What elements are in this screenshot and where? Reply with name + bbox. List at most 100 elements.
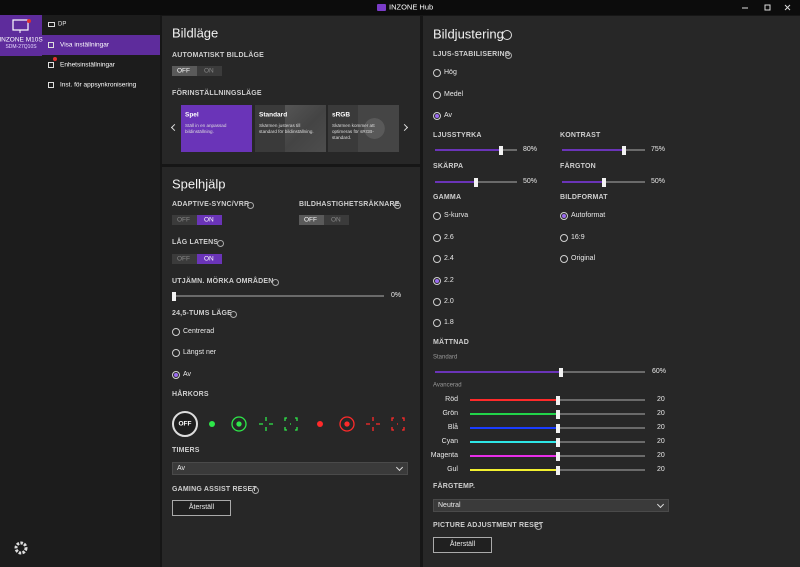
slider-value: 75%: [651, 145, 666, 153]
radio-label[interactable]: S-kurva: [444, 211, 469, 219]
preset-description: Ställ in en anpassad bildinställning.: [185, 123, 227, 134]
slider-thumb[interactable]: [555, 437, 560, 447]
toggle-off-label: OFF: [177, 67, 190, 75]
slider-fill: [435, 149, 501, 151]
radio-label[interactable]: Medel: [444, 90, 464, 98]
input-icon: [48, 22, 55, 27]
radio[interactable]: [172, 349, 180, 357]
button-label[interactable]: Återställ: [449, 540, 476, 548]
active-menu-highlight: [42, 35, 160, 55]
radio-label[interactable]: 2.0: [444, 297, 454, 305]
info-icon[interactable]: [394, 201, 401, 209]
toggle[interactable]: [172, 66, 222, 76]
dropdown[interactable]: [172, 462, 408, 475]
preset-description: Skärmen kommer att optimeras för sRGB-st…: [332, 123, 375, 140]
radio-label[interactable]: Hög: [444, 68, 457, 76]
radio-label[interactable]: 2.4: [444, 254, 454, 262]
slider-value: 20: [657, 451, 665, 459]
toggle-active: [299, 215, 324, 225]
setting-label: ADAPTIVE-SYNC/VRR: [172, 200, 250, 208]
radio-label[interactable]: Av: [183, 370, 192, 378]
dropdown[interactable]: [433, 499, 669, 512]
menu-item[interactable]: Enhetsinställningar: [60, 61, 115, 69]
info-icon[interactable]: [502, 30, 512, 40]
radio[interactable]: [560, 212, 568, 220]
radio[interactable]: [172, 328, 180, 336]
radio[interactable]: [433, 69, 441, 77]
radio[interactable]: [560, 234, 568, 242]
sidebar: [0, 15, 160, 567]
dropdown-value: Av: [177, 464, 186, 472]
slider-thumb[interactable]: [172, 291, 176, 301]
slider-fill: [470, 455, 558, 457]
slider-thumb[interactable]: [559, 367, 563, 377]
radio[interactable]: [433, 319, 441, 327]
settings-icon[interactable]: [8, 538, 34, 558]
toggle[interactable]: [299, 215, 349, 225]
info-icon[interactable]: [217, 239, 224, 247]
radio[interactable]: [433, 234, 441, 242]
button[interactable]: [172, 500, 231, 516]
radio[interactable]: [433, 212, 441, 220]
radio[interactable]: [172, 371, 180, 379]
device-tile[interactable]: [0, 15, 42, 56]
color-label: Blå: [447, 423, 458, 431]
section-heading: Spelhjälp: [172, 176, 226, 192]
section-heading: Bildjustering: [433, 26, 504, 42]
info-icon[interactable]: [230, 310, 237, 318]
info-icon[interactable]: [247, 201, 254, 209]
setting-label: FÖRINSTÄLLNINGSLÄGE: [172, 89, 262, 97]
slider-thumb[interactable]: [555, 409, 560, 419]
slider-fill: [435, 181, 476, 183]
color-label: Magenta: [430, 451, 458, 459]
radio[interactable]: [433, 277, 441, 285]
window-title: INZONE Hub: [389, 2, 434, 12]
info-icon[interactable]: [252, 486, 259, 494]
slider-thumb[interactable]: [622, 145, 627, 155]
radio[interactable]: [560, 255, 568, 263]
radio-label[interactable]: Original: [571, 254, 596, 262]
slider-thumb[interactable]: [555, 451, 560, 461]
slider-thumb[interactable]: [555, 395, 560, 405]
device-model: SDM-27Q10S: [5, 44, 37, 51]
menu-item[interactable]: Inst. för appsynkronisering: [60, 81, 137, 89]
preset-card[interactable]: [181, 105, 252, 152]
toggle-active: [197, 254, 222, 264]
preset-name: Standard: [259, 111, 288, 119]
radio-dot: [174, 373, 178, 377]
radio-label[interactable]: Av: [444, 111, 453, 119]
radio-label[interactable]: 2.2: [444, 276, 454, 284]
crosshair-icons[interactable]: [198, 410, 414, 438]
info-icon[interactable]: [272, 278, 279, 286]
info-icon[interactable]: [535, 522, 542, 530]
radio[interactable]: [433, 112, 441, 120]
radio-label[interactable]: Centrerad: [183, 327, 215, 335]
radio[interactable]: [433, 298, 441, 306]
slider-value: 60%: [652, 367, 667, 375]
radio-label[interactable]: Autoformat: [571, 211, 606, 219]
dropdown-value: Neutral: [438, 501, 461, 509]
slider-thumb[interactable]: [555, 465, 560, 475]
crosshair-off-label: OFF: [178, 420, 192, 428]
button[interactable]: [433, 537, 492, 553]
info-icon[interactable]: [505, 51, 512, 59]
radio-dot: [435, 279, 439, 283]
slider-thumb[interactable]: [601, 177, 606, 187]
toggle-on-label: ON: [204, 216, 214, 224]
radio[interactable]: [433, 91, 441, 99]
slider-fill: [562, 181, 604, 183]
radio-label[interactable]: 2.6: [444, 233, 454, 241]
slider-thumb[interactable]: [555, 423, 560, 433]
radio-label[interactable]: 16:9: [571, 233, 585, 241]
button-label[interactable]: Återställ: [188, 503, 215, 511]
slider-thumb[interactable]: [498, 145, 503, 155]
crosshair-off[interactable]: [172, 411, 198, 437]
radio[interactable]: [433, 255, 441, 263]
window-controls[interactable]: [740, 2, 796, 13]
slider-thumb[interactable]: [474, 177, 478, 187]
radio-label[interactable]: Längst ner: [183, 348, 217, 356]
radio-label[interactable]: 1.8: [444, 318, 454, 326]
slider-track[interactable]: [174, 295, 384, 297]
slider-value: 20: [657, 423, 665, 431]
menu-item[interactable]: Visa inställningar: [60, 41, 110, 49]
